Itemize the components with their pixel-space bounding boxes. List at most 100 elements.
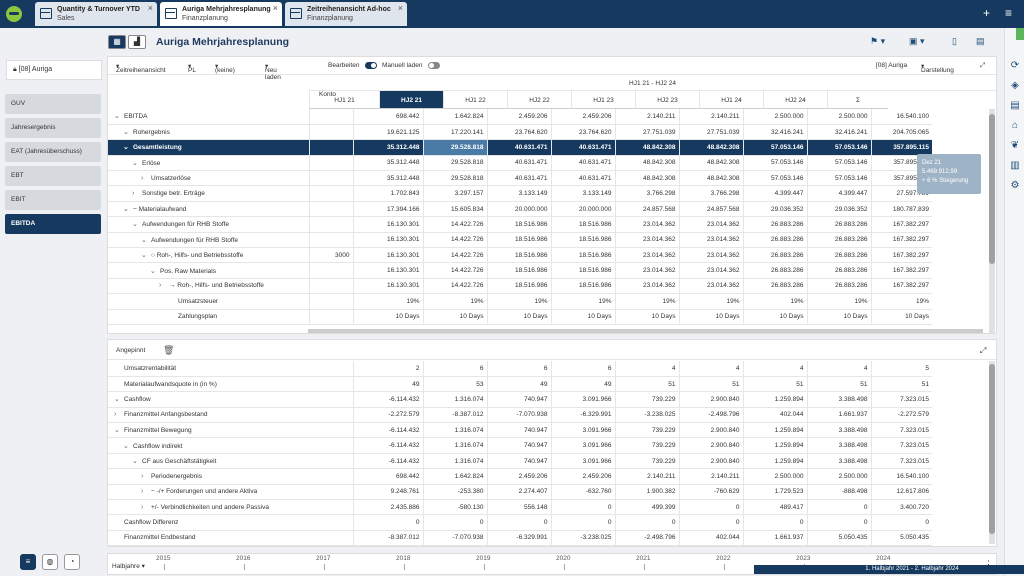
close-icon[interactable]: ×: [147, 3, 153, 13]
value-cell[interactable]: 739.229: [614, 391, 679, 408]
value-cell[interactable]: -2.272.579: [870, 407, 932, 424]
value-cell[interactable]: -6.114.432: [352, 437, 423, 454]
value-cell[interactable]: 10 Days: [486, 309, 551, 325]
menu-icon[interactable]: ≡: [1005, 6, 1013, 20]
value-cell[interactable]: 0: [678, 514, 743, 531]
value-cell[interactable]: 0: [806, 514, 871, 531]
tab-zeitreihe[interactable]: Zeitreihenansicht Ad-hoc Finanzplanung ×: [285, 2, 407, 26]
chevron-down-icon[interactable]: ⌄: [123, 442, 129, 450]
value-cell[interactable]: 2.900.840: [678, 422, 743, 439]
value-cell[interactable]: 15.605.834: [422, 201, 487, 218]
value-cell[interactable]: 26.883.286: [806, 216, 871, 233]
value-cell[interactable]: 3.133.149: [550, 185, 615, 202]
value-cell[interactable]: 48.842.308: [614, 139, 679, 156]
row-label-cell[interactable]: › − -/+ Forderungen und andere Aktiva: [108, 484, 353, 501]
table-row[interactable]: Materialaufwandsquote in (in %) 49 53 49 49 5…: [108, 376, 932, 393]
value-cell[interactable]: 740.947: [486, 453, 551, 470]
value-cell[interactable]: 1.316.074: [422, 453, 487, 470]
value-cell[interactable]: 10 Days: [870, 309, 932, 325]
chart-pie-icon[interactable]: ◔: [64, 554, 80, 570]
nav-ebit[interactable]: EBIT: [5, 190, 101, 210]
value-cell[interactable]: -8.387.012: [422, 407, 487, 424]
value-cell[interactable]: -3.238.025: [614, 407, 679, 424]
value-cell[interactable]: 3.766.298: [614, 185, 679, 202]
value-cell[interactable]: -888.498: [806, 484, 871, 501]
row-label-cell[interactable]: ⌄ Cashflow indirekt: [108, 437, 353, 454]
value-cell[interactable]: -580.130: [422, 499, 487, 516]
value-cell[interactable]: 1.642.824: [422, 109, 487, 125]
chevron-down-icon[interactable]: ⌄: [132, 159, 138, 167]
tab-auriga[interactable]: Auriga Mehrjahresplanung Finanzplanung ×: [160, 2, 282, 26]
value-cell[interactable]: 1.642.824: [422, 468, 487, 485]
value-cell[interactable]: 18.516.986: [550, 262, 615, 279]
value-cell[interactable]: -7.070.938: [486, 407, 551, 424]
scrollbar-thumb[interactable]: [989, 114, 995, 264]
table-row[interactable]: › Finanzmittel Anfangsbestand -2.272.579 -8…: [108, 407, 932, 424]
table-row[interactable]: › +/- Verbindlichkeiten und andere Passiv…: [108, 499, 932, 516]
value-cell[interactable]: 3.388.498: [806, 422, 871, 439]
value-cell[interactable]: 26.883.286: [742, 232, 807, 249]
value-cell[interactable]: 26.883.286: [742, 247, 807, 264]
value-cell[interactable]: 20.000.000: [486, 201, 551, 218]
row-label-cell[interactable]: ⌄ Gesamtleistung: [108, 139, 309, 156]
column-header-cell[interactable]: HJ2 22: [507, 91, 571, 109]
table-row[interactable]: › Umsatzerlöse 35.312.448 29.528.818 40.631.…: [108, 170, 932, 187]
value-cell[interactable]: 29.528.818: [422, 170, 487, 187]
reload-button[interactable]: Neu laden ▾: [265, 63, 281, 81]
chevron-right-icon[interactable]: ›: [114, 411, 117, 419]
column-header-cell[interactable]: HJ2 21: [379, 91, 443, 109]
value-cell[interactable]: 16.130.301: [352, 278, 423, 295]
chevron-down-icon[interactable]: ⌄: [123, 206, 129, 214]
value-cell[interactable]: 357.895.115: [870, 155, 932, 172]
row-label-cell[interactable]: › → Roh-, Hilfs- und Betriebsstoffe: [108, 278, 309, 295]
value-cell[interactable]: 1.316.074: [422, 422, 487, 439]
value-cell[interactable]: -2.498.796: [678, 407, 743, 424]
value-cell[interactable]: 2.459.206: [486, 468, 551, 485]
value-cell[interactable]: 16.540.100: [870, 109, 932, 125]
value-cell[interactable]: 402.044: [742, 407, 807, 424]
value-cell[interactable]: 18.516.986: [486, 278, 551, 295]
column-header-cell[interactable]: HJ1 21: [309, 91, 379, 109]
value-cell[interactable]: 29.528.818: [422, 155, 487, 172]
tab-quantity-turnover[interactable]: Quantity & Turnover YTD Sales ×: [35, 2, 157, 26]
value-cell[interactable]: 7.323.015: [870, 391, 932, 408]
value-cell[interactable]: 16.130.301: [352, 216, 423, 233]
value-cell[interactable]: 18.516.986: [550, 216, 615, 233]
sync-icon[interactable]: ⟳: [1010, 60, 1020, 71]
row-label-cell[interactable]: ⌄ Pos. Raw Materials: [108, 262, 309, 279]
value-cell[interactable]: 18.516.986: [486, 247, 551, 264]
view-selector[interactable]: Zeitreihenansicht ▾: [116, 63, 166, 74]
scrollbar-thumb[interactable]: [989, 364, 995, 534]
value-cell[interactable]: 12.617.806: [870, 484, 932, 501]
value-cell[interactable]: 16.130.301: [352, 262, 423, 279]
value-cell[interactable]: 19%: [422, 293, 487, 310]
value-cell[interactable]: 2.459.206: [550, 109, 615, 125]
value-cell[interactable]: 23.764.620: [486, 124, 551, 141]
value-cell[interactable]: 167.382.297: [870, 262, 932, 279]
table-row[interactable]: ⌄ Cashflow indirekt -6.114.432 1.316.074 740…: [108, 437, 932, 454]
keine-selector[interactable]: (keine) ▾: [215, 63, 235, 74]
table-row[interactable]: ⌄ Finanzmittel Bewegung -6.114.432 1.316.07…: [108, 422, 932, 439]
row-label-cell[interactable]: ⌄ CF aus Geschäftstätigkeit: [108, 453, 353, 470]
value-cell[interactable]: 167.382.297: [870, 247, 932, 264]
value-cell[interactable]: 0: [806, 499, 871, 516]
value-cell[interactable]: 739.229: [614, 437, 679, 454]
manual-toggle[interactable]: [428, 62, 440, 69]
value-cell[interactable]: 5.050.435: [806, 530, 871, 547]
value-cell[interactable]: 57.053.146: [806, 170, 871, 187]
chevron-right-icon[interactable]: ›: [132, 190, 135, 198]
table-row[interactable]: ⌄ Erlöse 35.312.448 29.528.818 40.631.471 40.…: [108, 155, 932, 172]
value-cell[interactable]: 19%: [352, 293, 423, 310]
value-cell[interactable]: 2.500.000: [742, 109, 807, 125]
value-cell[interactable]: 26.883.286: [806, 278, 871, 295]
value-cell[interactable]: 7.323.015: [870, 422, 932, 439]
value-cell[interactable]: 4: [806, 361, 871, 377]
nav-jahresergebnis[interactable]: Jahresergebnis: [5, 118, 101, 138]
leaf-icon[interactable]: ❦: [1010, 140, 1020, 151]
expand-icon[interactable]: ⤢: [980, 62, 986, 69]
value-cell[interactable]: 23.014.362: [614, 232, 679, 249]
add-icon[interactable]: +: [983, 6, 991, 20]
value-cell[interactable]: 14.422.726: [422, 247, 487, 264]
value-cell[interactable]: 740.947: [486, 391, 551, 408]
row-label-cell[interactable]: ⌄ − Materialaufwand: [108, 201, 309, 218]
